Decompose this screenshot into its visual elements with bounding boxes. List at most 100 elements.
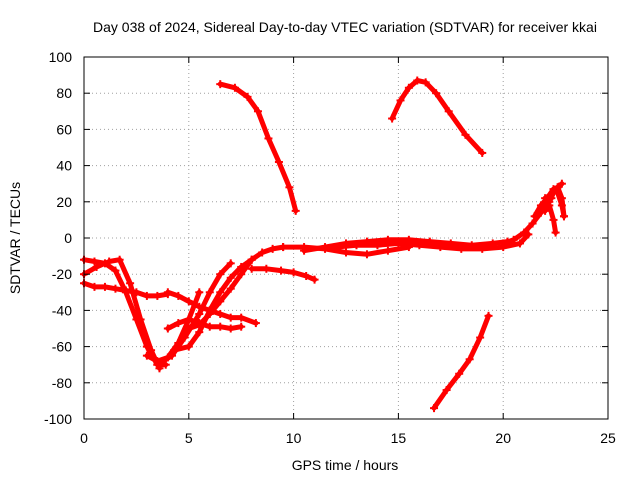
data-point [321, 243, 330, 252]
data-point [352, 241, 361, 250]
data-point [105, 257, 114, 266]
data-point [205, 288, 214, 297]
data-point [274, 157, 283, 166]
data-point [121, 288, 130, 297]
data-point [205, 322, 214, 331]
data-point [476, 333, 485, 342]
data-point [520, 228, 529, 237]
y-tick-label: -60 [52, 339, 72, 355]
data-point [184, 297, 193, 306]
data-point [163, 288, 172, 297]
data-point [499, 239, 508, 248]
data-point [205, 310, 214, 319]
data-point [536, 201, 545, 210]
data-point [404, 83, 413, 92]
data-point [291, 206, 300, 215]
data-point [226, 313, 235, 322]
x-tick-label: 20 [495, 430, 511, 446]
data-point [300, 246, 309, 255]
data-point [509, 235, 518, 244]
data-point [163, 324, 172, 333]
data-point [247, 264, 256, 273]
data-point [226, 273, 235, 282]
x-tick-label: 25 [600, 430, 616, 446]
data-point [528, 219, 537, 228]
data-point [92, 262, 101, 271]
series-arc-3 [431, 313, 491, 411]
series-arc-12 [186, 244, 286, 331]
data-point [142, 291, 151, 300]
data-point [216, 322, 225, 331]
data-point [216, 270, 225, 279]
data-point [430, 404, 439, 413]
data-point [413, 76, 422, 85]
data-point [168, 351, 177, 360]
data-point [195, 288, 204, 297]
data-point [237, 313, 246, 322]
series-arc-1 [217, 81, 299, 214]
data-point [136, 315, 145, 324]
data-point [457, 244, 466, 253]
data-point [174, 291, 183, 300]
data-point [195, 310, 204, 319]
chart-title: Day 038 of 2024, Sidereal Day-to-day VTE… [93, 19, 597, 35]
data-point [310, 275, 319, 284]
data-point [268, 244, 277, 253]
y-tick-label: 20 [56, 194, 72, 210]
x-tick-label: 10 [286, 430, 302, 446]
data-point [461, 130, 470, 139]
y-tick-label: 60 [56, 121, 72, 137]
data-point [478, 244, 487, 253]
data-point [180, 333, 189, 342]
data-point [184, 342, 193, 351]
data-point [153, 291, 162, 300]
data-point [226, 284, 235, 293]
data-point [243, 92, 252, 101]
data-point [559, 212, 568, 221]
data-point [126, 279, 135, 288]
data-point [541, 206, 550, 215]
data-point [237, 322, 246, 331]
data-point [237, 270, 246, 279]
data-point [195, 328, 204, 337]
data-point [331, 243, 340, 252]
data-point [553, 188, 562, 197]
series-arc-2 [389, 78, 485, 156]
data-point [174, 319, 183, 328]
data-point [545, 201, 554, 210]
data-point [388, 114, 397, 123]
y-tick-label: -80 [52, 375, 72, 391]
data-point [362, 250, 371, 259]
data-point [285, 183, 294, 192]
data-point [541, 194, 550, 203]
y-tick-label: 80 [56, 85, 72, 101]
data-point [549, 215, 558, 224]
data-point [396, 96, 405, 105]
data-point [253, 107, 262, 116]
data-point [90, 282, 99, 291]
series-layer [80, 76, 568, 413]
data-point [247, 255, 256, 264]
data-point [115, 255, 124, 264]
x-tick-label: 15 [391, 430, 407, 446]
data-point [195, 302, 204, 311]
data-point [515, 239, 524, 248]
data-point [484, 311, 493, 320]
ticks: 0 5 10 15 20 25 -100 -80 -60 -40 -20 0 20 40 60 80 100 [44, 49, 616, 446]
data-point [557, 201, 566, 210]
data-point [415, 241, 424, 250]
data-point [216, 297, 225, 306]
data-point [184, 315, 193, 324]
x-tick-label: 0 [80, 430, 88, 446]
data-point [153, 360, 162, 369]
y-tick-label: -100 [44, 411, 72, 427]
data-point [478, 148, 487, 157]
y-tick-label: 0 [64, 230, 72, 246]
x-axis-label: GPS time / hours [292, 457, 399, 473]
data-point [465, 355, 474, 364]
data-point [551, 228, 560, 237]
data-point [436, 243, 445, 252]
data-point [170, 346, 179, 355]
data-point [111, 266, 120, 275]
